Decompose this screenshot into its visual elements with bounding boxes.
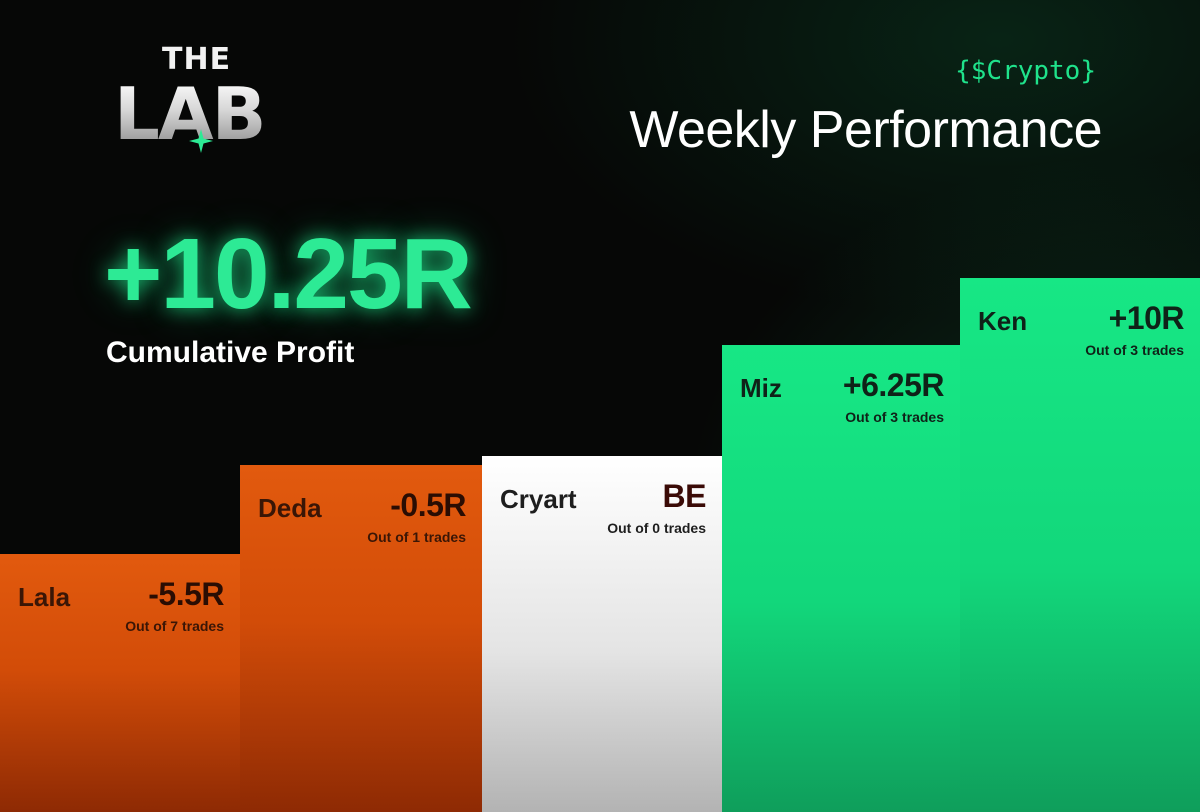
cumulative-profit-value: +10.25R [104, 218, 473, 330]
bar-trades-label: Out of 3 trades [1085, 342, 1184, 358]
category-tag: {$Crypto} [955, 56, 1096, 86]
bar-value-label: -5.5R [148, 576, 224, 612]
bar-value-label: BE [662, 478, 707, 514]
the-lab-logo: THE LAB [110, 40, 310, 160]
bar-trades-label: Out of 0 trades [607, 520, 706, 536]
bar-lala: Lala -5.5R Out of 7 trades [0, 554, 240, 812]
bar-miz: Miz +6.25R Out of 3 trades [722, 345, 960, 812]
bar-ken: Ken +10R Out of 3 trades [960, 278, 1200, 812]
sparkle-icon [189, 129, 213, 153]
bar-value-label: +10R [1108, 300, 1185, 336]
bar-label: Deda [258, 493, 322, 523]
logo-lab-text: LAB [114, 72, 266, 156]
bar-cryart: Cryart BE Out of 0 trades [482, 456, 722, 812]
cumulative-profit-label: Cumulative Profit [106, 336, 355, 369]
page-title: Weekly Performance [629, 101, 1102, 159]
bar-trades-label: Out of 7 trades [125, 618, 224, 634]
logo-the-text: THE [162, 42, 232, 77]
bar-label: Ken [978, 306, 1028, 336]
bar-value-label: +6.25R [842, 367, 945, 403]
bar-trades-label: Out of 1 trades [367, 529, 466, 545]
bar-trades-label: Out of 3 trades [845, 409, 944, 425]
bar-label: Miz [740, 373, 782, 403]
bar-value-label: -0.5R [390, 487, 466, 523]
bar-deda: Deda -0.5R Out of 1 trades [240, 465, 482, 812]
bar-label: Lala [18, 582, 71, 612]
bar-label: Cryart [500, 484, 577, 514]
